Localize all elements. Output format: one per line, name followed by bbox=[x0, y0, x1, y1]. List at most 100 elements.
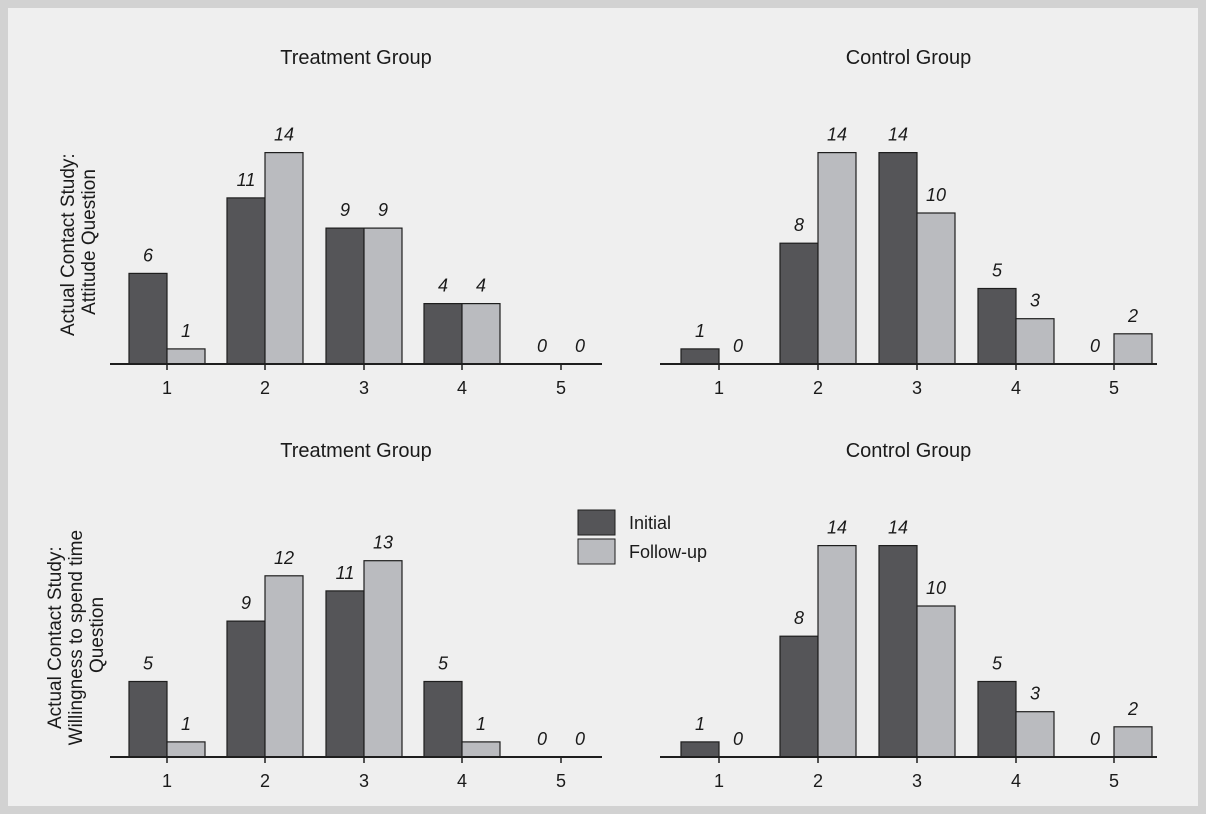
x-tick-label: 2 bbox=[260, 771, 270, 791]
bar-initial bbox=[226, 620, 266, 758]
data-label-follow-up: 14 bbox=[827, 125, 847, 145]
bar-initial bbox=[977, 680, 1017, 758]
x-tick-label: 1 bbox=[714, 771, 724, 791]
chart-panel: Treatment Group 6 11 9 4 0 1 14 9 4 0 1 2 3 4 5 bbox=[110, 47, 602, 398]
bar-follow-up bbox=[264, 575, 304, 758]
data-label-follow-up: 0 bbox=[733, 729, 743, 749]
data-label-follow-up: 10 bbox=[926, 578, 946, 598]
bar-follow-up bbox=[1015, 711, 1055, 758]
panel-title: Control Group bbox=[846, 440, 972, 462]
bar-initial bbox=[128, 680, 168, 758]
data-label-initial: 0 bbox=[537, 336, 547, 356]
x-tick-label: 3 bbox=[359, 771, 369, 791]
x-tick-label: 2 bbox=[813, 771, 823, 791]
bar-follow-up bbox=[1113, 726, 1153, 758]
bar-follow-up bbox=[363, 227, 403, 365]
data-label-initial: 14 bbox=[888, 125, 908, 145]
bar-follow-up bbox=[817, 544, 857, 758]
data-label-initial: 9 bbox=[340, 200, 350, 220]
bar-initial bbox=[977, 287, 1017, 365]
x-tick-label: 5 bbox=[1109, 378, 1119, 398]
bar-initial bbox=[423, 680, 463, 758]
data-label-initial: 0 bbox=[1090, 336, 1100, 356]
bar-initial bbox=[128, 272, 168, 365]
data-label-initial: 9 bbox=[241, 593, 251, 613]
data-label-initial: 11 bbox=[336, 563, 355, 583]
data-label-initial: 5 bbox=[992, 261, 1003, 281]
bar-initial bbox=[226, 197, 266, 365]
row-label-willingness: Actual Contact Study: Willingness to spe… bbox=[45, 525, 108, 746]
x-tick-label: 5 bbox=[1109, 771, 1119, 791]
bar-follow-up bbox=[166, 348, 206, 365]
bar-follow-up bbox=[363, 560, 403, 758]
x-tick-label: 2 bbox=[813, 378, 823, 398]
chart-panel: Control Group 1 8 14 5 0 0 14 10 3 2 1 2 3 4 5 bbox=[660, 47, 1157, 398]
data-label-initial: 4 bbox=[438, 276, 448, 296]
data-label-follow-up: 2 bbox=[1127, 699, 1138, 719]
x-tick-label: 4 bbox=[457, 378, 467, 398]
row-labels: Actual Contact Study: Attitude Question … bbox=[45, 148, 108, 746]
bar-follow-up bbox=[1113, 333, 1153, 365]
panel-title: Treatment Group bbox=[280, 47, 432, 69]
legend-swatch-initial bbox=[577, 509, 616, 536]
row-label-line: Actual Contact Study: bbox=[58, 153, 79, 336]
x-tick-label: 3 bbox=[912, 771, 922, 791]
data-label-follow-up: 1 bbox=[476, 714, 486, 734]
legend: Initial Follow-up bbox=[577, 509, 707, 565]
legend-label-initial: Initial bbox=[629, 513, 671, 533]
bar-follow-up bbox=[264, 152, 304, 365]
row-label-line: Willingness to spend time bbox=[66, 530, 87, 745]
bar-initial bbox=[680, 741, 720, 758]
row-label-line: Actual Contact Study: bbox=[45, 546, 66, 729]
data-label-initial: 14 bbox=[888, 518, 908, 538]
x-tick-label: 3 bbox=[912, 378, 922, 398]
figure-background bbox=[8, 8, 1198, 806]
bar-follow-up bbox=[916, 605, 956, 758]
data-label-initial: 5 bbox=[992, 654, 1003, 674]
row-label-line: Question bbox=[87, 597, 108, 673]
data-label-follow-up: 0 bbox=[733, 336, 743, 356]
data-label-initial: 5 bbox=[143, 654, 154, 674]
data-label-initial: 8 bbox=[794, 608, 804, 628]
bar-initial bbox=[325, 227, 365, 365]
data-label-follow-up: 9 bbox=[378, 200, 388, 220]
data-label-initial: 8 bbox=[794, 215, 804, 235]
bar-follow-up bbox=[916, 212, 956, 365]
data-label-follow-up: 10 bbox=[926, 185, 946, 205]
bar-initial bbox=[779, 242, 819, 365]
x-tick-label: 1 bbox=[714, 378, 724, 398]
bar-initial bbox=[423, 303, 463, 365]
bar-initial bbox=[878, 544, 918, 758]
bar-initial bbox=[325, 590, 365, 758]
x-tick-label: 4 bbox=[1011, 378, 1021, 398]
x-tick-label: 1 bbox=[162, 771, 172, 791]
data-label-follow-up: 14 bbox=[274, 125, 294, 145]
data-label-follow-up: 14 bbox=[827, 518, 847, 538]
data-label-follow-up: 12 bbox=[274, 548, 294, 568]
row-label-attitude: Actual Contact Study: Attitude Question bbox=[58, 148, 100, 336]
data-label-initial: 11 bbox=[237, 170, 256, 190]
x-tick-label: 5 bbox=[556, 771, 566, 791]
data-label-initial: 1 bbox=[695, 714, 705, 734]
bar-initial bbox=[779, 635, 819, 758]
x-tick-label: 3 bbox=[359, 378, 369, 398]
x-tick-label: 5 bbox=[556, 378, 566, 398]
data-label-follow-up: 1 bbox=[181, 321, 191, 341]
chart-panel: Control Group 1 8 14 5 0 0 14 10 3 2 1 2 3 4 5 bbox=[660, 440, 1157, 791]
data-label-follow-up: 4 bbox=[476, 276, 486, 296]
data-label-initial: 0 bbox=[537, 729, 547, 749]
bar-follow-up bbox=[166, 741, 206, 758]
bar-follow-up bbox=[461, 741, 501, 758]
bar-follow-up bbox=[817, 152, 857, 365]
panel-title: Control Group bbox=[846, 47, 972, 69]
x-tick-label: 4 bbox=[1011, 771, 1021, 791]
bar-follow-up bbox=[1015, 318, 1055, 365]
x-tick-label: 2 bbox=[260, 378, 270, 398]
data-label-follow-up: 1 bbox=[181, 714, 191, 734]
data-label-initial: 5 bbox=[438, 654, 449, 674]
data-label-follow-up: 13 bbox=[373, 533, 393, 553]
x-tick-label: 4 bbox=[457, 771, 467, 791]
bar-follow-up bbox=[461, 303, 501, 365]
